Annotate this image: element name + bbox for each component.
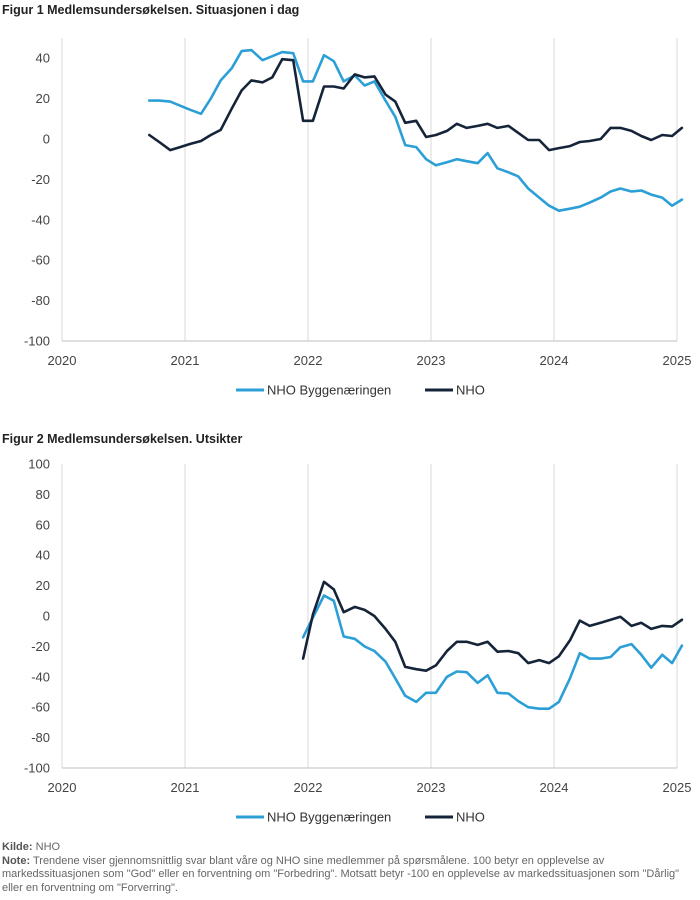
x-tick-label: 2020 — [48, 353, 77, 368]
x-tick-label: 2025 — [663, 780, 692, 795]
y-tick-label: 100 — [28, 457, 50, 472]
x-tick-label: 2023 — [417, 780, 446, 795]
y-tick-label: -100 — [24, 761, 50, 776]
y-tick-label: -20 — [31, 172, 50, 187]
y-tick-label: 80 — [36, 487, 50, 502]
x-tick-label: 2021 — [171, 780, 200, 795]
note-text: Trendene viser gjennomsnittlig svar blan… — [2, 854, 680, 894]
note-label: Note: — [2, 854, 31, 867]
x-tick-label: 2024 — [540, 780, 569, 795]
x-tick-label: 2021 — [171, 353, 200, 368]
y-tick-label: -60 — [31, 700, 50, 715]
figure-2-chart: -100 -80 -60 -40 -20 0 20 40 60 80 100 2020 2021 2022… — [24, 457, 692, 825]
figure-2-title: Figur 2 Medlemsundersøkelsen. Utsikter — [2, 432, 243, 446]
y-tick-label: -60 — [31, 253, 50, 268]
y-tick-label: -20 — [31, 639, 50, 654]
x-tick-label: 2020 — [48, 780, 77, 795]
y-tick-label: -40 — [31, 669, 50, 684]
source-line: Kilde: NHO — [2, 841, 698, 855]
x-tick-label: 2023 — [417, 353, 446, 368]
y-tick-label: -80 — [31, 293, 50, 308]
y-tick-label: -40 — [31, 212, 50, 227]
legend-label: NHO — [456, 810, 485, 825]
x-tick-label: 2025 — [663, 353, 692, 368]
series-line-nho — [301, 580, 684, 672]
y-tick-label: 60 — [36, 517, 50, 532]
series-line-nho-byggenaeringen — [148, 48, 684, 212]
x-tick-label: 2024 — [540, 353, 569, 368]
source-label: Kilde: — [2, 841, 33, 853]
legend-label: NHO — [456, 383, 485, 398]
legend-label: NHO Byggenæringen — [267, 810, 391, 825]
series-line-nho — [148, 57, 684, 152]
note-line: Note: Trendene viser gjennomsnittlig sva… — [2, 855, 698, 896]
y-tick-label: 20 — [36, 578, 50, 593]
figure-1-chart: -100 -80 -60 -40 -20 0 20 40 2020 2021 2022 2023 202… — [24, 38, 692, 398]
footnotes: Kilde: NHO Note: Trendene viser gjennoms… — [2, 841, 698, 895]
source-text: NHO — [35, 841, 61, 853]
x-tick-label: 2022 — [294, 780, 323, 795]
y-tick-label: 0 — [43, 132, 50, 147]
y-tick-label: 40 — [36, 548, 50, 563]
y-tick-label: -100 — [24, 334, 50, 349]
y-tick-label: 20 — [36, 91, 50, 106]
figure-1-title: Figur 1 Medlemsundersøkelsen. Situasjone… — [2, 3, 300, 17]
legend-label: NHO Byggenæringen — [267, 383, 391, 398]
x-tick-label: 2022 — [294, 353, 323, 368]
series-line-nho-byggenaeringen — [301, 594, 684, 710]
y-tick-label: 0 — [43, 609, 50, 624]
y-tick-label: 40 — [36, 51, 50, 66]
y-tick-label: -80 — [31, 730, 50, 745]
